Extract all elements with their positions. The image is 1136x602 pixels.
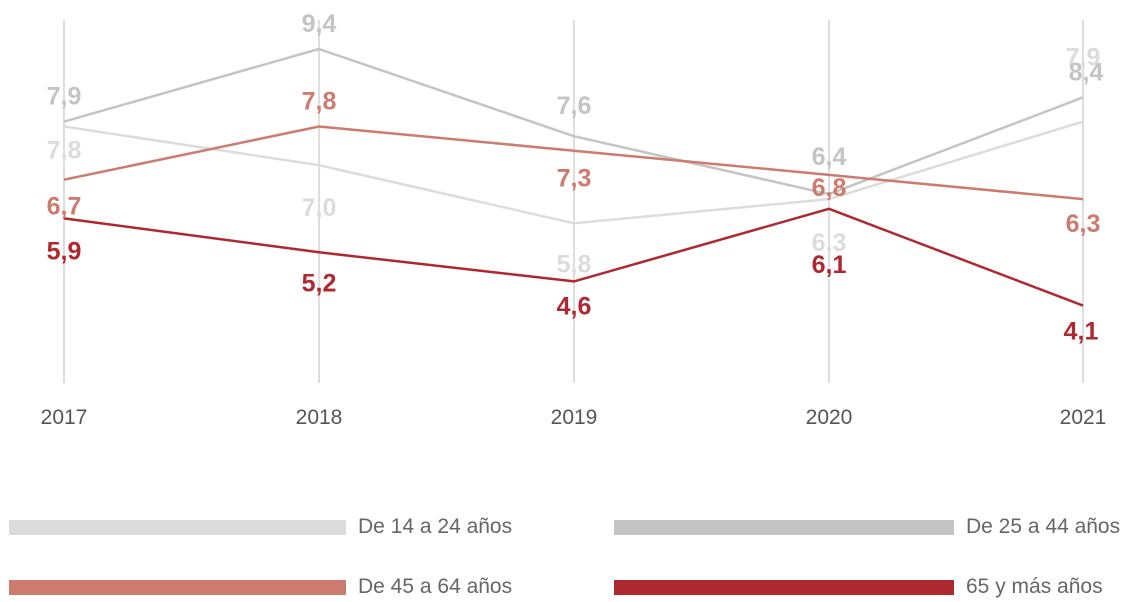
x-tick-label-2020: 2020 (806, 406, 853, 429)
gridlines (63, 20, 1084, 383)
data-label-45-64-2019: 7,3 (557, 165, 592, 193)
data-label-25-44-2020: 6,4 (812, 143, 847, 171)
legend-swatch-14-24 (9, 519, 346, 535)
data-label-65-plus-2018: 5,2 (302, 269, 337, 297)
legend-item-45-64: De 45 a 64 años (9, 572, 512, 602)
data-label-25-44-2017: 7,9 (47, 83, 82, 111)
x-axis-ticks: 2017 2018 2019 2020 2021 (41, 406, 1107, 429)
data-label-65-plus-2021: 4,1 (1064, 318, 1099, 346)
legend-label-14-24: De 14 a 24 años (358, 515, 513, 538)
x-tick-label-2017: 2017 (41, 406, 88, 429)
legend-swatch-65-plus (614, 579, 954, 595)
legend-label-65-plus: 65 y más años (966, 575, 1103, 598)
legend-swatch-45-64 (9, 579, 346, 595)
data-label-14-24-2018: 7,0 (302, 194, 337, 222)
legend-swatch-25-44 (614, 519, 954, 535)
legend-item-14-24: De 14 a 24 años (9, 512, 512, 542)
data-label-14-24-2020: 6,3 (812, 229, 847, 257)
data-label-25-44-2021: 8,4 (1069, 58, 1104, 86)
data-label-45-64-2017: 6,7 (47, 193, 82, 221)
x-tick-label-2019: 2019 (551, 406, 598, 429)
series-line-45-64 (63, 125, 1084, 201)
line-chart: 2017 2018 2019 2020 2021 7,8 7,0 5,8 6,3 7,9 7,9 9… (41, 10, 1107, 429)
data-label-65-plus-2019: 4,6 (557, 292, 592, 320)
x-tick-label-2018: 2018 (296, 406, 343, 429)
series-line-25-44 (63, 47, 1084, 196)
series-line-65-plus (63, 207, 1084, 307)
data-labels: 7,8 7,0 5,8 6,3 7,9 7,9 9,4 7,6 6,4 8,4 6,7 7,8 7,3 6… (47, 10, 1104, 346)
legend-label-45-64: De 45 a 64 años (358, 575, 513, 598)
series-line-14-24 (63, 120, 1084, 225)
x-tick-label-2021: 2021 (1060, 406, 1107, 429)
data-label-14-24-2021: 7,9 (1066, 44, 1101, 72)
data-label-65-plus-2017: 5,9 (47, 237, 82, 265)
legend-item-25-44: De 25 a 44 años (614, 512, 1120, 542)
data-label-45-64-2020: 6,8 (812, 174, 847, 202)
legend: De 14 a 24 años De 25 a 44 años De 45 a … (0, 500, 1136, 598)
data-label-14-24-2019: 5,8 (557, 250, 592, 278)
data-label-25-44-2019: 7,6 (557, 92, 592, 120)
legend-label-25-44: De 25 a 44 años (966, 515, 1121, 538)
data-label-65-plus-2020: 6,1 (812, 251, 847, 279)
data-label-14-24-2017: 7,8 (47, 137, 82, 165)
series-lines (63, 47, 1084, 307)
data-label-45-64-2018: 7,8 (302, 88, 337, 116)
data-label-45-64-2021: 6,3 (1066, 210, 1101, 238)
data-label-25-44-2018: 9,4 (302, 10, 337, 38)
legend-item-65-plus: 65 y más años (614, 572, 1103, 602)
